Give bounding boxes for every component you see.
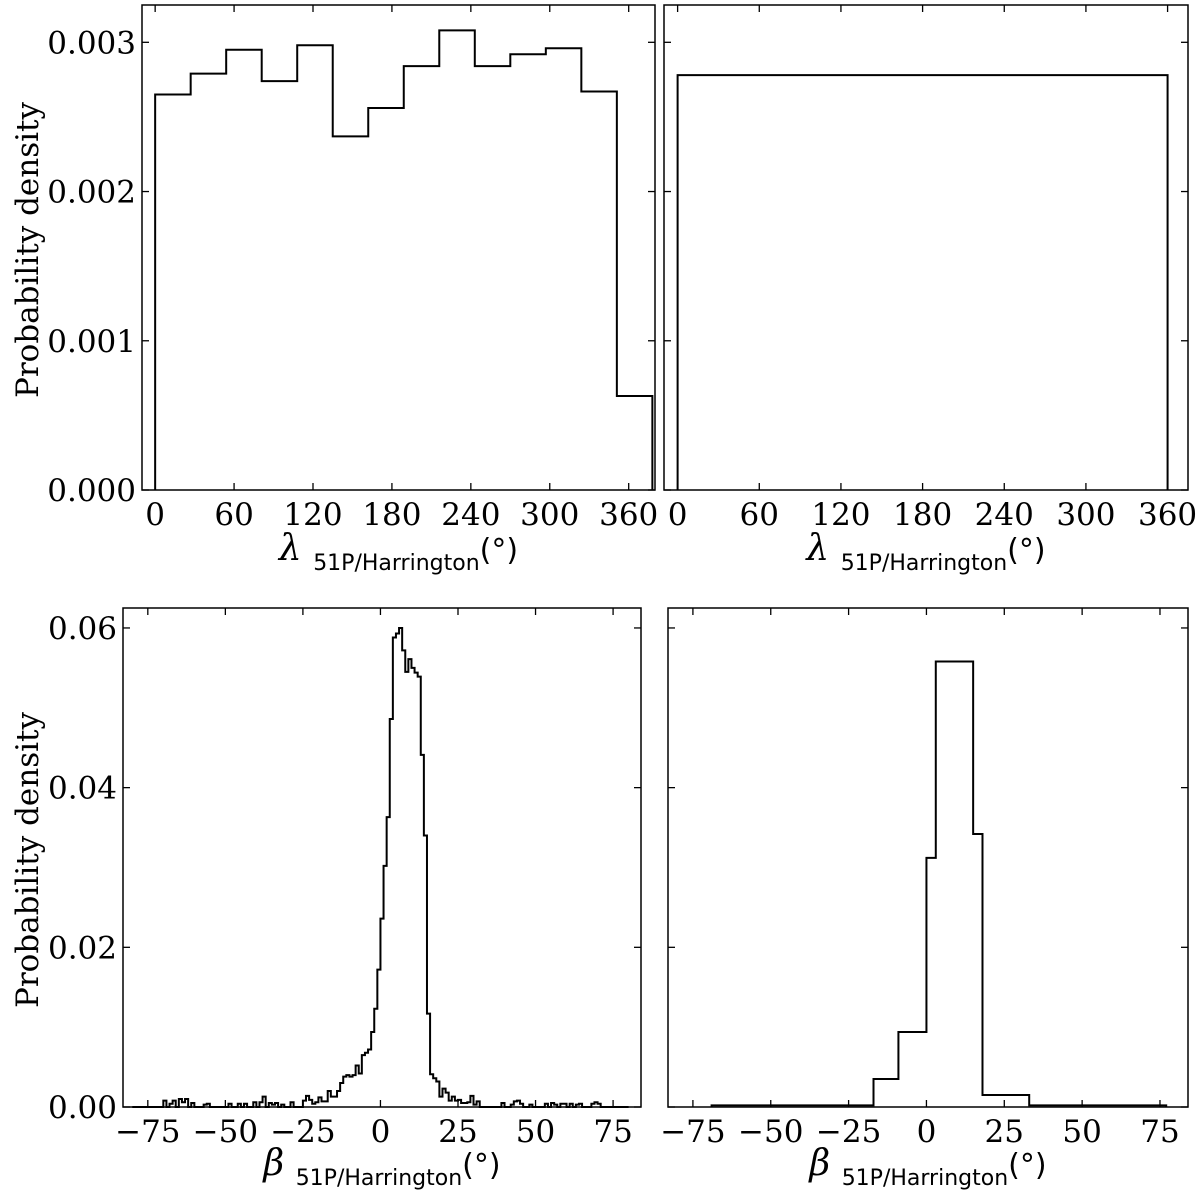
y-axis-title: Probability density bbox=[10, 712, 46, 1009]
y-axis-title: Probability density bbox=[10, 102, 46, 399]
x-axis-subscript: 51P/Harrington bbox=[842, 1166, 1008, 1191]
x-tick-label: 0 bbox=[917, 1114, 937, 1150]
panel-bottom-right: −75 −50 −25 0 25 50 75 β 51P/Harrington(°) bbox=[660, 607, 1189, 1191]
x-tick-label: 180 bbox=[893, 497, 952, 533]
x-tick-label: −50 bbox=[193, 1114, 258, 1150]
x-tick-label: 120 bbox=[283, 497, 342, 533]
x-axis-symbol: λ bbox=[277, 528, 313, 569]
x-tick-label: −75 bbox=[660, 1114, 725, 1150]
x-tick-label: 360 bbox=[599, 497, 658, 533]
x-axis-unit: (°) bbox=[462, 1148, 500, 1183]
x-tick-label: 60 bbox=[214, 497, 253, 533]
x-axis-unit: (°) bbox=[1007, 533, 1045, 568]
x-axis-subscript: 51P/Harrington bbox=[313, 551, 479, 576]
histogram-series bbox=[710, 660, 1168, 1107]
y-tick-label: 0.001 bbox=[47, 324, 136, 360]
x-axis-title: β 51P/Harrington(°) bbox=[261, 1143, 500, 1191]
histogram-series bbox=[676, 74, 1169, 490]
plot-frame bbox=[663, 4, 1189, 491]
x-tick-label: 0 bbox=[145, 497, 165, 533]
x-tick-label: −50 bbox=[738, 1114, 803, 1150]
x-tick-label: 240 bbox=[975, 497, 1034, 533]
plot-frame bbox=[141, 4, 656, 491]
y-tick-label: 0.04 bbox=[48, 771, 117, 807]
histogram-series bbox=[132, 626, 629, 1108]
x-axis-subscript: 51P/Harrington bbox=[841, 551, 1007, 576]
x-tick-label: −25 bbox=[816, 1114, 881, 1150]
plot-frame bbox=[667, 607, 1189, 1108]
y-tick-label: 0.00 bbox=[48, 1090, 117, 1126]
x-axis-symbol: β bbox=[807, 1143, 841, 1184]
plot-frame bbox=[122, 607, 642, 1108]
x-axis-symbol: λ bbox=[804, 528, 840, 569]
x-axis-title: λ 51P/Harrington(°) bbox=[804, 528, 1045, 576]
x-tick-label: 300 bbox=[520, 497, 579, 533]
x-tick-label: 0 bbox=[371, 1114, 391, 1150]
x-tick-label: 180 bbox=[362, 497, 421, 533]
x-tick-label: 240 bbox=[441, 497, 500, 533]
x-tick-label: −25 bbox=[270, 1114, 335, 1150]
x-axis-unit: (°) bbox=[480, 533, 518, 568]
x-tick-label: 60 bbox=[740, 497, 779, 533]
x-axis-unit: (°) bbox=[1008, 1148, 1046, 1183]
y-tick-label: 0.000 bbox=[47, 473, 136, 509]
x-tick-label: 75 bbox=[593, 1114, 632, 1150]
histogram-series bbox=[154, 29, 654, 490]
x-axis-subscript: 51P/Harrington bbox=[296, 1166, 462, 1191]
x-axis-symbol: β bbox=[261, 1143, 295, 1184]
y-tick-label: 0.003 bbox=[47, 25, 136, 61]
y-tick-label: 0.002 bbox=[47, 175, 136, 211]
y-tick-label: 0.06 bbox=[48, 611, 117, 647]
x-axis-title: λ 51P/Harrington(°) bbox=[277, 528, 518, 576]
panel-top-left: 0 60 120 180 240 300 360 0.000 0.001 0.002 0.003 λ … bbox=[10, 4, 658, 576]
x-tick-label: 360 bbox=[1138, 497, 1197, 533]
panel-bottom-left: −75 −50 −25 0 25 50 75 0.00 0.02 0.04 0.06 β 51P/Ha… bbox=[10, 607, 642, 1191]
y-tick-label: 0.02 bbox=[48, 930, 117, 966]
x-tick-label: 75 bbox=[1140, 1114, 1179, 1150]
x-tick-label: −75 bbox=[115, 1114, 180, 1150]
x-tick-label: 50 bbox=[1062, 1114, 1101, 1150]
x-tick-label: 25 bbox=[438, 1114, 477, 1150]
x-tick-label: 50 bbox=[516, 1114, 555, 1150]
x-axis-title: β 51P/Harrington(°) bbox=[807, 1143, 1046, 1191]
panel-top-right: 0 60 120 180 240 300 360 λ 51P/Harrington(°) bbox=[663, 4, 1197, 576]
x-tick-label: 25 bbox=[985, 1114, 1024, 1150]
x-tick-label: 120 bbox=[811, 497, 870, 533]
x-tick-label: 0 bbox=[668, 497, 688, 533]
x-tick-label: 300 bbox=[1056, 497, 1115, 533]
